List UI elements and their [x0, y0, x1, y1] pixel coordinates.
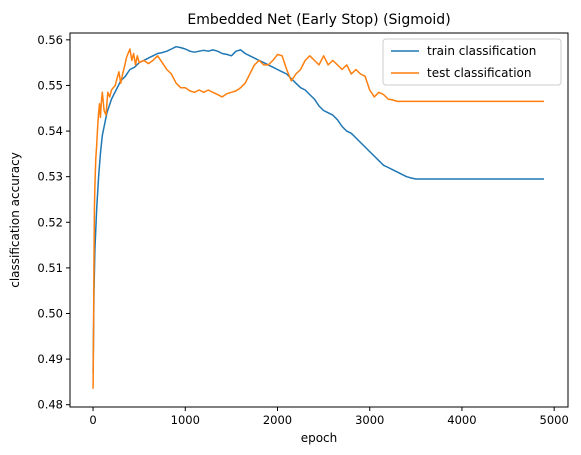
y-tick-label: 0.54 — [37, 124, 63, 138]
y-tick-label: 0.50 — [37, 307, 63, 321]
x-tick-label: 1000 — [171, 413, 200, 427]
y-tick-label: 0.51 — [37, 261, 63, 275]
legend: train classification test classification — [382, 38, 562, 86]
legend-label-1: test classification — [427, 66, 531, 80]
y-tick-label: 0.55 — [37, 78, 63, 92]
series-line-0 — [92, 45, 544, 373]
x-tick-label: 4000 — [447, 413, 476, 427]
axes-frame — [69, 32, 569, 408]
x-tick-label: 3000 — [355, 413, 384, 427]
chart-title: Embedded Net (Early Stop) (Sigmoid) — [187, 12, 450, 28]
plot-area — [92, 45, 544, 389]
x-tick-label: 0 — [89, 413, 96, 427]
y-axis-ticks: 0.48 0.49 0.50 0.51 0.52 0.53 0.54 0.55 0.56 — [37, 33, 70, 412]
y-axis-label: classification accuracy — [8, 152, 22, 288]
x-tick-label: 2000 — [263, 413, 292, 427]
x-axis-label: epoch — [301, 431, 338, 445]
y-tick-label: 0.56 — [37, 33, 63, 47]
x-tick-label: 5000 — [540, 413, 569, 427]
y-tick-label: 0.48 — [37, 398, 63, 412]
x-axis-ticks: 0 1000 2000 3000 4000 5000 — [89, 407, 569, 427]
series-line-1 — [92, 48, 544, 389]
legend-label-0: train classification — [427, 44, 536, 58]
legend-box — [382, 38, 562, 86]
y-tick-label: 0.49 — [37, 352, 63, 366]
y-tick-label: 0.52 — [37, 215, 63, 229]
y-tick-label: 0.53 — [37, 170, 63, 184]
